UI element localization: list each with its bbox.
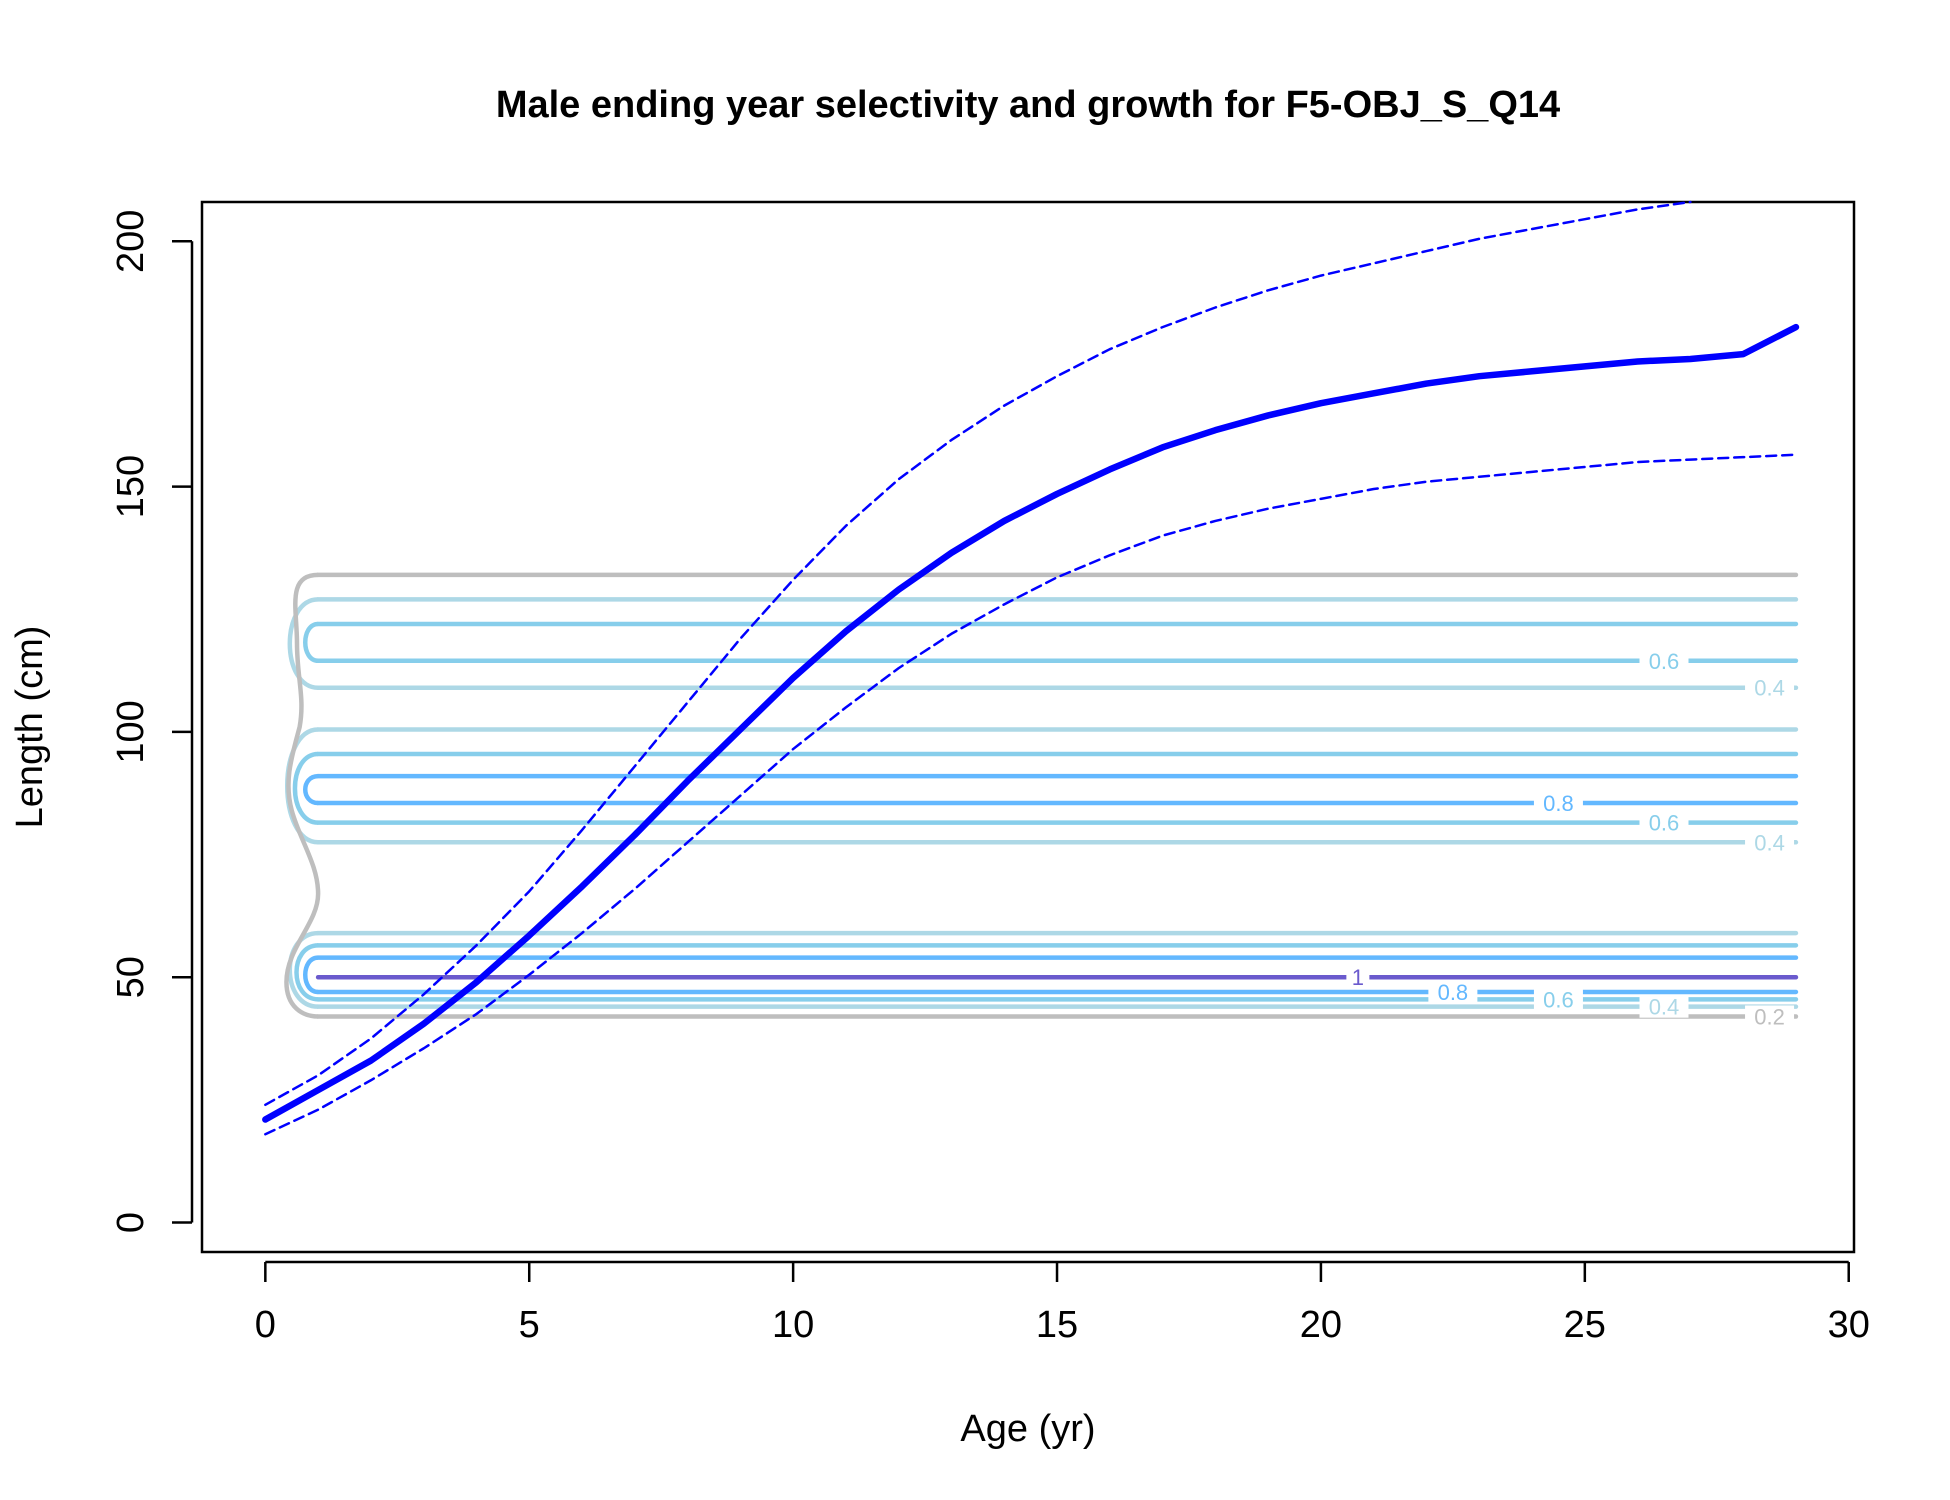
contour-label: 0.4 xyxy=(1754,676,1785,701)
y-tick-label: 0 xyxy=(110,1212,152,1233)
y-tick-label: 50 xyxy=(110,956,152,998)
contour-label: 0.6 xyxy=(1649,649,1680,674)
y-axis-label: Length (cm) xyxy=(9,626,51,829)
x-tick-label: 30 xyxy=(1828,1304,1870,1346)
contour-label-bg xyxy=(1346,966,1370,989)
y-tick-label: 100 xyxy=(110,700,152,763)
mean-growth-line xyxy=(262,323,1800,1123)
contour-label: 0.2 xyxy=(1754,1004,1785,1029)
contour-label-bg xyxy=(1745,831,1795,854)
lower-interval-line xyxy=(264,453,1798,1136)
contour-label-bg xyxy=(1639,649,1689,672)
contour-label-bg xyxy=(1639,995,1689,1018)
contour-loop xyxy=(303,773,319,806)
contour-label-bg xyxy=(1745,1005,1795,1028)
contour-label-bg xyxy=(1428,980,1478,1003)
contour-label: 1 xyxy=(1352,965,1364,990)
x-tick-label: 20 xyxy=(1300,1304,1342,1346)
y-tick-label: 150 xyxy=(110,455,152,518)
x-tick-label: 25 xyxy=(1564,1304,1606,1346)
x-tick-label: 5 xyxy=(519,1304,540,1346)
y-axis: 0 50 100 150 200 xyxy=(110,210,194,1233)
contour-label: 0.8 xyxy=(1438,980,1469,1005)
contour-loop xyxy=(284,727,319,845)
x-tick-label: 10 xyxy=(772,1304,814,1346)
contour-label: 0.6 xyxy=(1543,987,1574,1012)
contour-label: 0.4 xyxy=(1754,830,1785,855)
x-axis-label: Age (yr) xyxy=(960,1408,1095,1450)
upper-interval-line xyxy=(264,200,1692,1107)
x-tick-label: 0 xyxy=(255,1304,276,1346)
plot-frame xyxy=(200,200,1856,1254)
contour-label-bg xyxy=(1533,792,1583,815)
contour-label: 0.6 xyxy=(1649,811,1680,836)
contour-loop xyxy=(292,751,319,825)
x-tick-label: 15 xyxy=(1036,1304,1078,1346)
contour-loop xyxy=(287,597,319,690)
contour-loop xyxy=(303,955,319,995)
contour-label: 0.4 xyxy=(1649,995,1680,1020)
contour-label-bg xyxy=(1533,988,1583,1011)
contour-loop xyxy=(303,621,319,664)
y-tick-label: 200 xyxy=(110,210,152,273)
chart-title: Male ending year selectivity and growth … xyxy=(496,84,1560,126)
contour-loop xyxy=(294,943,319,1002)
contour-labels: 0.6 0.4 0.8 0.6 0.4 1 0.8 0.6 0.4 0.2 xyxy=(1346,649,1795,1029)
contour-label-bg xyxy=(1745,676,1795,699)
contour-label-bg xyxy=(1639,811,1689,834)
contour-boundary xyxy=(284,572,321,1019)
x-axis: 0 5 10 15 20 25 30 xyxy=(255,1260,1870,1346)
contour-label: 0.8 xyxy=(1543,791,1574,816)
growth-curves xyxy=(262,200,1800,1136)
